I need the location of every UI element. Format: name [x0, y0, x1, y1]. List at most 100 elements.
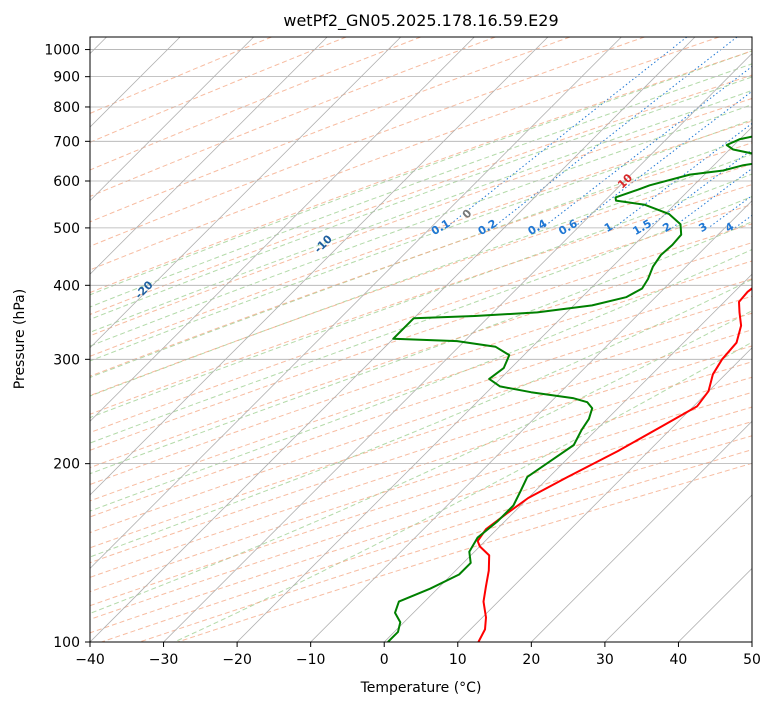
mixing-ratio-line	[572, 90, 752, 229]
dry-adiabat-line	[90, 37, 272, 115]
dry-adiabat-line	[90, 345, 752, 564]
mixing-ratio-label: 1.5	[631, 217, 654, 238]
mixing-ratio-line	[492, 37, 738, 229]
isotherm-line	[90, 37, 622, 569]
y-tick-label: 600	[53, 174, 80, 190]
y-tick-label: 700	[53, 134, 80, 150]
y-tick-label: 800	[53, 100, 80, 116]
isotherm-line	[163, 53, 752, 642]
dry-adiabat-line	[90, 142, 752, 377]
dry-adiabat-label: -10	[312, 232, 335, 255]
y-tick-label: 900	[53, 70, 80, 86]
y-tick-label: 300	[53, 352, 80, 368]
x-tick-label: −30	[149, 652, 179, 668]
moist-adiabats	[90, 50, 752, 642]
chart-title: wetPf2_GN05.2025.178.16.59.E29	[283, 11, 558, 31]
dry-adiabat-line	[90, 295, 752, 518]
dry-adiabat-line	[90, 242, 752, 469]
mixing-ratio-line	[613, 122, 752, 229]
dry-adiabat-line	[90, 223, 752, 451]
isotherm-line	[751, 641, 752, 642]
mixing-ratio-lines	[445, 37, 752, 229]
isotherm-line	[310, 200, 752, 642]
isotherm-line	[678, 567, 752, 642]
y-tick-label: 400	[53, 278, 80, 294]
isotherm-line	[604, 494, 752, 642]
skewed-isotherms	[90, 37, 752, 642]
mixing-ratio-label: 0.1	[429, 217, 452, 238]
isotherm-line	[90, 37, 328, 275]
y-axis-label: Pressure (hPa)	[12, 289, 28, 389]
moist-adiabat-line	[90, 63, 752, 308]
x-tick-label: 30	[596, 652, 614, 668]
dry-adiabat-line	[90, 278, 752, 502]
pressure-grid	[90, 49, 752, 642]
mixing-ratio-label: 6	[762, 220, 775, 235]
dry-adiabat-line	[90, 312, 752, 534]
x-tick-label: 20	[522, 652, 540, 668]
dry-adiabat-line	[90, 50, 752, 294]
moist-adiabat-line	[90, 104, 752, 347]
dry-adiabat-line	[90, 376, 752, 593]
dry-adiabat-line	[90, 163, 752, 397]
x-tick-label: 10	[449, 652, 467, 668]
dry-adiabat-line	[90, 37, 645, 247]
dry-adiabat-line	[90, 37, 571, 223]
isotherm-line	[90, 37, 254, 202]
y-tick-label: 1000	[44, 43, 80, 59]
isotherm-line	[531, 420, 752, 642]
dry-adiabat-line	[90, 97, 752, 337]
x-tick-label: 50	[743, 652, 761, 668]
plot-frame	[89, 36, 753, 643]
dry-adiabat-line	[90, 120, 752, 357]
dry-adiabats	[90, 37, 752, 642]
dry-adiabat-line	[90, 184, 752, 415]
temperature-profile	[476, 287, 752, 642]
isotherm-line	[90, 37, 475, 422]
dry-adiabat-line	[90, 329, 752, 549]
dry-adiabat-line	[90, 260, 752, 486]
line-labels: 0.10.20.40.611.52346810131620253036-100-…	[132, 171, 775, 302]
dry-adiabat-line	[90, 74, 752, 316]
moist-adiabat-line	[90, 196, 752, 444]
dry-adiabat-line	[90, 37, 421, 171]
dewpoint-profile	[387, 135, 752, 642]
dry-adiabat-line	[90, 361, 752, 578]
dry-adiabat-label: 10	[615, 171, 635, 191]
moist-adiabat-line	[90, 153, 752, 397]
moist-adiabat-line	[90, 119, 752, 362]
moist-adiabat-line	[90, 278, 752, 558]
moist-adiabat-line	[90, 135, 752, 378]
isotherm-line	[90, 37, 549, 496]
x-axis-ticks: −40 −30 −20 −10 0 10 20 30 40 50	[75, 642, 761, 668]
isotherm-line	[90, 37, 696, 642]
dry-adiabat-line	[90, 391, 752, 607]
dry-adiabat-line	[90, 37, 347, 143]
x-tick-label: −10	[296, 652, 326, 668]
mixing-ratio-line	[542, 65, 752, 229]
x-tick-label: 40	[670, 652, 688, 668]
y-axis-ticks: 100 200 300 400 500 600 700 800 900 1000	[44, 43, 90, 651]
isotherm-line	[383, 273, 752, 642]
mixing-ratio-line	[734, 214, 752, 229]
mixing-ratio-line	[671, 167, 752, 229]
dry-adiabat-line	[90, 37, 720, 271]
moist-adiabat-line	[90, 221, 752, 475]
x-tick-label: −40	[75, 652, 105, 668]
moist-adiabat-line	[90, 50, 752, 296]
y-tick-label: 100	[53, 635, 80, 651]
moist-adiabat-line	[90, 248, 752, 512]
dry-adiabat-label: -20	[132, 278, 155, 301]
y-tick-label: 500	[53, 221, 80, 237]
mixing-ratio-label: 0.4	[526, 217, 550, 238]
plot-area: 0.10.20.40.611.52346810131620253036-100-…	[90, 37, 775, 642]
x-tick-label: 0	[380, 652, 389, 668]
sounding-series	[387, 135, 752, 642]
isotherm-line	[457, 347, 752, 642]
mixing-ratio-label: 3	[697, 220, 710, 235]
moist-adiabat-line	[90, 173, 752, 419]
dry-adiabat-line	[90, 203, 752, 434]
mixing-ratio-label: 0.6	[556, 217, 580, 238]
y-tick-label: 200	[53, 457, 80, 473]
